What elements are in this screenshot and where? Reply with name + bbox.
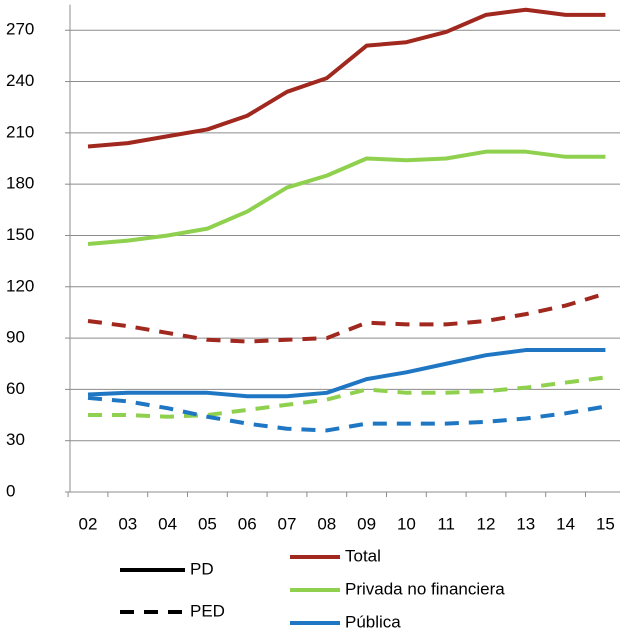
y-tick-label: 0	[6, 481, 15, 500]
y-tick-label: 30	[6, 430, 25, 449]
y-tick-label: 210	[6, 122, 34, 141]
legend-label: Total	[345, 546, 381, 565]
legend-label: Pública	[345, 612, 401, 631]
y-tick-label: 120	[6, 276, 34, 295]
x-tick-label: 03	[118, 514, 137, 533]
x-tick-label: 11	[437, 514, 455, 533]
x-tick-label: 08	[317, 514, 336, 533]
x-tick-label: 12	[477, 514, 496, 533]
x-tick-label: 15	[596, 514, 615, 533]
x-tick-label: 10	[397, 514, 416, 533]
y-tick-label: 240	[6, 71, 34, 90]
x-tick-label: 06	[238, 514, 257, 533]
legend-label: PD	[190, 559, 214, 578]
x-tick-label: 07	[278, 514, 297, 533]
x-tick-label: 14	[556, 514, 575, 533]
y-tick-label: 270	[6, 20, 34, 39]
x-tick-label: 09	[357, 514, 376, 533]
legend-label: PED	[190, 601, 225, 620]
line-ped	[87, 395, 606, 433]
line-pd	[87, 7, 606, 149]
x-tick-label: 13	[516, 514, 535, 533]
line-ped	[88, 375, 606, 419]
line-pd	[87, 149, 606, 247]
line-pd	[87, 348, 606, 399]
line-ped	[87, 291, 606, 344]
x-tick-label: 05	[198, 514, 217, 533]
legend-label: Privada no financiera	[345, 579, 505, 598]
y-tick-label: 150	[6, 225, 34, 244]
y-tick-label: 60	[6, 379, 25, 398]
x-tick-label: 04	[158, 514, 177, 533]
y-tick-label: 180	[6, 174, 34, 193]
y-tick-label: 90	[6, 328, 25, 347]
x-tick-label: 02	[79, 514, 98, 533]
